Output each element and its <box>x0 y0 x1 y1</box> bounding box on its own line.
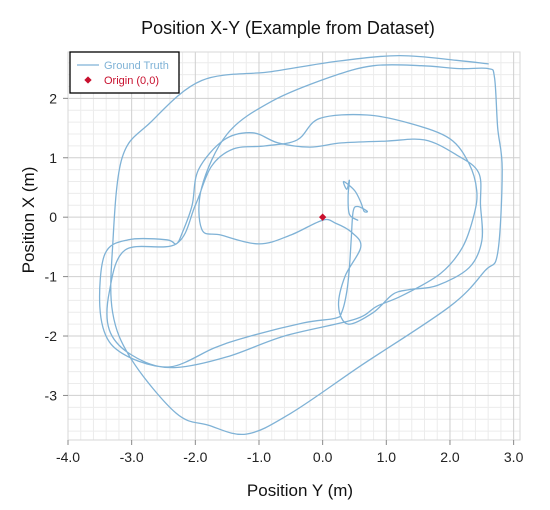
plot-frame <box>67 51 521 441</box>
y-axis-ticks: 2 1 0 -1 -2 -3 <box>45 90 68 403</box>
x-tick-label: -4.0 <box>56 449 80 465</box>
x-tick-label: -3.0 <box>120 449 144 465</box>
origin-marker <box>318 213 327 221</box>
legend: Ground Truth Origin (0,0) <box>69 51 180 94</box>
legend-label-origin: Origin (0,0) <box>104 75 159 87</box>
series-layer <box>98 54 503 436</box>
x-axis-ticks: -4.0 -3.0 -2.0 -1.0 0.0 1.0 2.0 3.0 <box>56 440 524 465</box>
grid-minor <box>68 52 520 440</box>
y-tick-label: -3 <box>45 387 58 403</box>
marker-layer <box>318 213 327 221</box>
series-ground-truth-line <box>98 54 503 436</box>
grid-major <box>67 52 520 440</box>
y-tick-label: 2 <box>49 90 57 106</box>
x-axis-label: Position Y (m) <box>247 481 353 500</box>
y-tick-label: 0 <box>49 209 57 225</box>
x-tick-label: 2.0 <box>440 449 460 465</box>
y-tick-label: -2 <box>45 328 58 344</box>
legend-label-ground-truth: Ground Truth <box>104 60 169 72</box>
y-tick-label: 1 <box>49 150 57 166</box>
x-tick-label: -1.0 <box>247 449 271 465</box>
y-tick-label: -1 <box>45 269 58 285</box>
legend-box <box>69 51 180 94</box>
x-tick-label: 0.0 <box>313 449 333 465</box>
y-axis-label: Position X (m) <box>19 167 38 274</box>
x-tick-label: 1.0 <box>377 449 397 465</box>
x-tick-label: 3.0 <box>504 449 524 465</box>
chart-title: Position X-Y (Example from Dataset) <box>141 18 435 38</box>
x-tick-label: -2.0 <box>183 449 207 465</box>
